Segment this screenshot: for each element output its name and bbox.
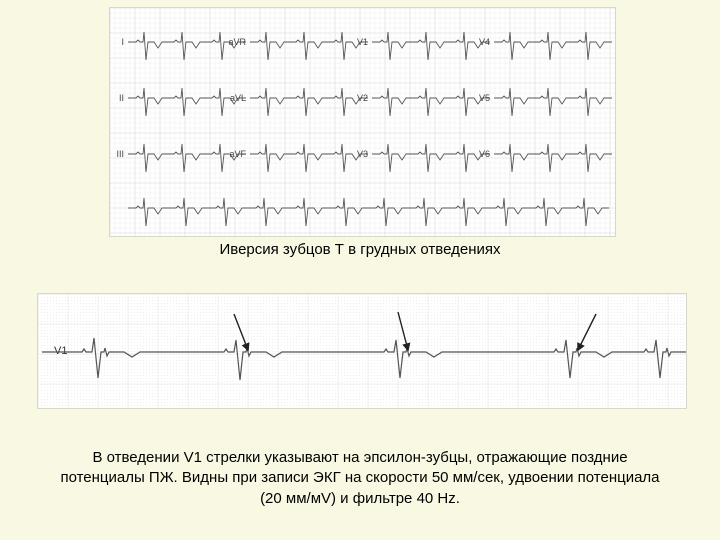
ecg-v1strip-svg: V1: [38, 294, 686, 408]
svg-text:aVL: aVL: [230, 93, 246, 103]
svg-text:aVF: aVF: [229, 149, 246, 159]
svg-text:V3: V3: [357, 149, 368, 159]
svg-text:aVR: aVR: [228, 37, 246, 47]
svg-text:V6: V6: [479, 149, 490, 159]
svg-text:V5: V5: [479, 93, 490, 103]
caption-v1strip-line2: потенциалы ПЖ. Видны при записи ЭКГ на с…: [0, 468, 720, 488]
ecg-v1strip-panel: V1: [38, 294, 686, 408]
svg-text:V4: V4: [479, 37, 490, 47]
caption-v1strip: В отведении V1 стрелки указывают на эпси…: [0, 448, 720, 509]
caption-12lead-text: Иверсия зубцов Т в грудных отведениях: [0, 240, 720, 260]
caption-12lead: Иверсия зубцов Т в грудных отведениях: [0, 240, 720, 260]
ecg-12lead-svg: IaVR V1 V4 II aVL V2 V5 III aVF V3 V6: [110, 8, 615, 236]
svg-text:V2: V2: [357, 93, 368, 103]
svg-text:V1: V1: [357, 37, 368, 47]
svg-text:I: I: [121, 37, 124, 47]
svg-text:II: II: [119, 93, 124, 103]
ecg-12lead-panel: IaVR V1 V4 II aVL V2 V5 III aVF V3 V6: [110, 8, 615, 236]
svg-text:III: III: [116, 149, 124, 159]
caption-v1strip-line1: В отведении V1 стрелки указывают на эпси…: [0, 448, 720, 468]
caption-v1strip-line3: (20 мм/мV) и фильтре 40 Hz.: [0, 489, 720, 509]
